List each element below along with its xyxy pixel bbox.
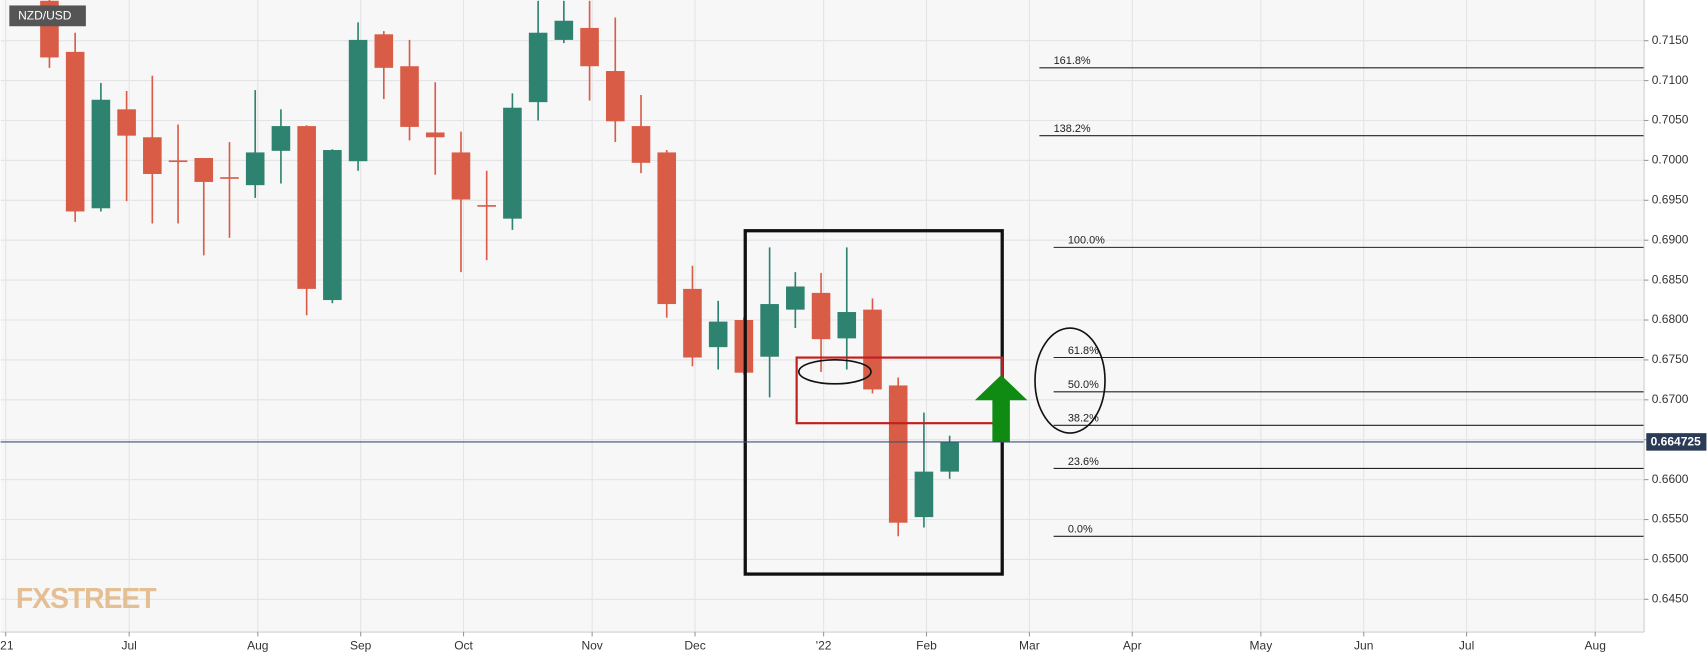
candle-body bbox=[117, 109, 136, 136]
last-price-box bbox=[1646, 433, 1707, 451]
x-tick-label: Mar bbox=[1019, 638, 1040, 652]
candle-body bbox=[863, 309, 882, 390]
candle-body bbox=[297, 126, 316, 289]
candle-body bbox=[914, 471, 934, 518]
candle-body bbox=[168, 160, 188, 163]
candle-body bbox=[631, 126, 651, 163]
y-tick-label: 0.6500 bbox=[1652, 552, 1689, 566]
candle-body bbox=[940, 442, 959, 472]
candle-body bbox=[451, 152, 471, 200]
y-tick-label: 0.6800 bbox=[1652, 312, 1689, 326]
fib-label: 61.8% bbox=[1068, 345, 1099, 357]
x-tick-label: Apr bbox=[1123, 638, 1142, 652]
candle-body bbox=[657, 152, 677, 305]
fib-label: 0.0% bbox=[1068, 524, 1093, 536]
y-tick-label: 0.7000 bbox=[1652, 153, 1689, 167]
y-tick-label: 0.6600 bbox=[1652, 472, 1689, 486]
title-box bbox=[9, 5, 86, 27]
x-tick-label: Jun bbox=[1354, 638, 1373, 652]
candle-body bbox=[271, 126, 291, 151]
candle-body bbox=[580, 27, 599, 67]
ellipse-annotation bbox=[1034, 327, 1106, 434]
y-axis-background bbox=[1644, 0, 1707, 655]
candle-body bbox=[811, 292, 831, 340]
chart-title: NZD/USD bbox=[18, 9, 72, 23]
x-tick-label: Nov bbox=[581, 638, 602, 652]
y-tick-label: 0.6550 bbox=[1652, 512, 1689, 526]
x-tick-label: '21 bbox=[0, 638, 14, 652]
y-tick-label: 0.6900 bbox=[1652, 232, 1689, 246]
candle-body bbox=[323, 150, 342, 301]
x-tick-label: '22 bbox=[816, 638, 832, 652]
candle-body bbox=[888, 385, 908, 523]
watermark: FXSTREET bbox=[16, 583, 157, 615]
candle-body bbox=[245, 152, 265, 186]
y-tick-label: 0.6950 bbox=[1652, 192, 1689, 206]
fib-label: 50.0% bbox=[1068, 379, 1099, 391]
candle-body bbox=[91, 99, 111, 209]
x-tick-label: May bbox=[1250, 638, 1273, 652]
candle-body bbox=[683, 288, 702, 358]
candle-body bbox=[786, 286, 805, 310]
y-tick-label: 0.7050 bbox=[1652, 113, 1689, 127]
fib-label: 23.6% bbox=[1068, 456, 1099, 468]
candle-body bbox=[194, 158, 214, 182]
y-tick-label: 0.6450 bbox=[1652, 591, 1689, 605]
fib-label: 100.0% bbox=[1068, 235, 1105, 247]
x-tick-label: Aug bbox=[1585, 638, 1606, 652]
candle-body bbox=[220, 177, 239, 179]
fib-label: 161.8% bbox=[1054, 55, 1091, 67]
ellipse-annotation bbox=[798, 358, 872, 385]
candle-body bbox=[760, 304, 779, 357]
candle-body bbox=[837, 312, 857, 339]
x-tick-label: Jul bbox=[121, 638, 136, 652]
candle-body bbox=[374, 34, 394, 68]
candle-body bbox=[605, 71, 625, 122]
candle-body bbox=[554, 20, 574, 40]
y-tick-label: 0.6700 bbox=[1652, 392, 1689, 406]
candle-body bbox=[348, 39, 368, 162]
candle-body bbox=[708, 321, 728, 348]
fib-label: 138.2% bbox=[1054, 123, 1091, 135]
candle-body bbox=[425, 132, 445, 138]
candle-body bbox=[65, 51, 85, 212]
y-tick-label: 0.7100 bbox=[1652, 73, 1689, 87]
x-tick-label: Sep bbox=[350, 638, 372, 652]
x-tick-label: Feb bbox=[916, 638, 937, 652]
x-tick-label: Jul bbox=[1459, 638, 1474, 652]
x-tick-label: Dec bbox=[684, 638, 705, 652]
y-tick-label: 0.7150 bbox=[1652, 33, 1689, 47]
candle-body bbox=[503, 107, 522, 219]
candle-body bbox=[143, 137, 162, 174]
candle-body bbox=[400, 66, 419, 127]
arrow-annotation bbox=[974, 375, 1028, 442]
y-tick-label: 0.6850 bbox=[1652, 272, 1689, 286]
x-tick-label: Oct bbox=[454, 638, 473, 652]
candle-body bbox=[528, 32, 548, 103]
candle-body bbox=[477, 205, 496, 207]
last-price-label: 0.664725 bbox=[1651, 435, 1701, 449]
x-tick-label: Aug bbox=[247, 638, 268, 652]
y-tick-label: 0.6750 bbox=[1652, 352, 1689, 366]
